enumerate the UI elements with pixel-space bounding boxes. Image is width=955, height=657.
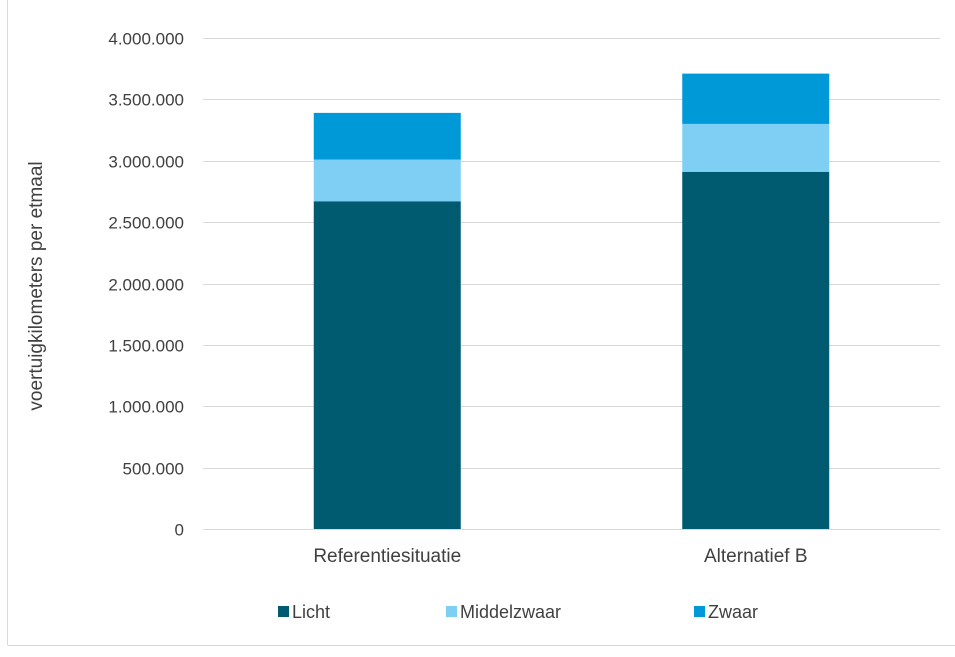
legend-swatch-zwaar [694, 606, 705, 617]
bar-middelzwaar-1 [682, 123, 830, 172]
y-tick-label: 3.500.000 [108, 91, 184, 110]
y-tick-label: 0 [175, 521, 184, 540]
y-tick-label: 4.000.000 [108, 30, 184, 49]
gridlines [203, 38, 940, 530]
bar-licht-1 [682, 171, 830, 530]
bars [313, 73, 830, 530]
y-axis-title: voertuigkilometers per etmaal [26, 161, 47, 410]
y-tick-label: 1.000.000 [108, 398, 184, 417]
legend-label-zwaar: Zwaar [708, 602, 758, 622]
legend: Licht Middelzwaar Zwaar [278, 602, 758, 622]
y-tick-label: 2.000.000 [108, 276, 184, 295]
bar-zwaar-1 [682, 73, 830, 124]
bar-zwaar-0 [313, 112, 461, 160]
y-tick-label: 3.000.000 [108, 153, 184, 172]
x-category-label: Referentiesituatie [313, 546, 461, 567]
x-category-label: Alternatief B [704, 546, 808, 567]
y-tick-label: 1.500.000 [108, 337, 184, 356]
legend-swatch-licht [278, 606, 289, 617]
legend-label-middelzwaar: Middelzwaar [460, 602, 561, 622]
bar-middelzwaar-0 [313, 159, 461, 202]
legend-label-licht: Licht [292, 602, 330, 622]
y-axis-tick-labels: 0 500.000 1.000.000 1.500.000 2.000.000 2.500… [108, 30, 184, 540]
x-axis: Referentiesituatie Alternatief B [203, 529, 940, 567]
y-tick-label: 500.000 [123, 460, 184, 479]
bar-licht-0 [313, 201, 461, 529]
legend-swatch-middelzwaar [446, 606, 457, 617]
y-tick-label: 2.500.000 [108, 214, 184, 233]
